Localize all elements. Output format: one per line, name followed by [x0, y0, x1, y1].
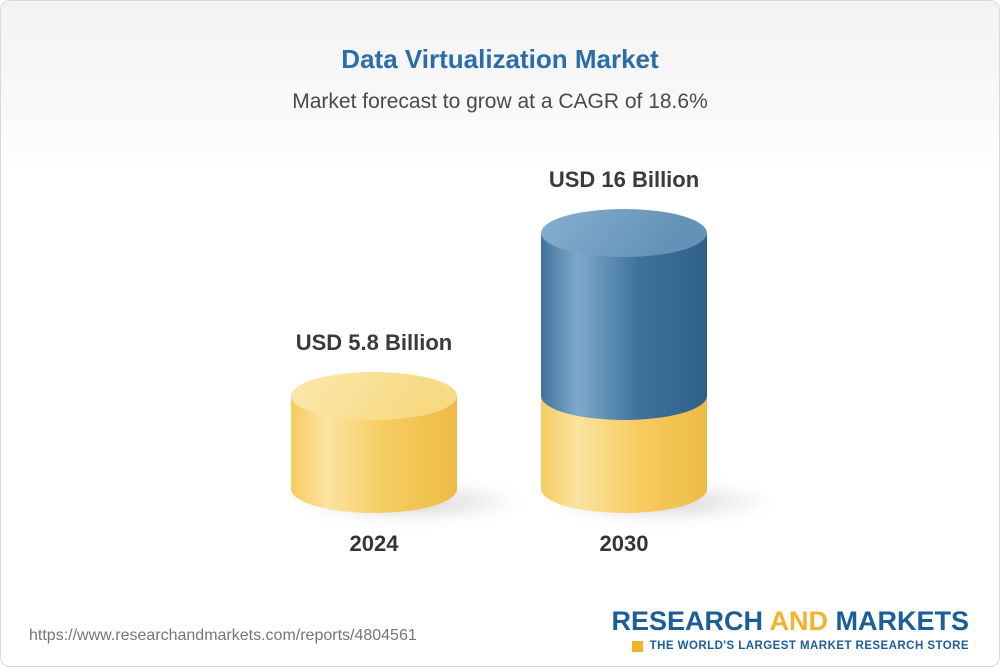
- bar-value-label: USD 16 Billion: [548, 167, 700, 192]
- logo-word-and: AND: [769, 606, 828, 636]
- bar-2024: USD 5.8 Billion 2024: [291, 1, 525, 666]
- bar-segment-blue: [541, 233, 707, 421]
- gold-square-icon: [631, 640, 643, 652]
- bar-top-ellipse: [291, 372, 457, 421]
- research-and-markets-logo: RESEARCH AND MARKETS THE WORLD'S LARGEST…: [611, 606, 969, 652]
- bar-2030: USD 16 Billion 2030: [541, 1, 775, 666]
- bar-year-label: 2030: [599, 531, 649, 556]
- report-url: https://www.researchandmarkets.com/repor…: [29, 627, 417, 644]
- logo-word-research: RESEARCH: [611, 606, 763, 636]
- logo-word-markets: MARKETS: [835, 606, 970, 636]
- logo-tagline-text: THE WORLD'S LARGEST MARKET RESEARCH STOR…: [649, 640, 969, 652]
- logo-wordmark: RESEARCH AND MARKETS: [611, 606, 969, 637]
- bar-year-label: 2024: [349, 531, 399, 556]
- logo-tagline: THE WORLD'S LARGEST MARKET RESEARCH STOR…: [611, 640, 969, 652]
- bar-value-label: USD 5.8 Billion: [295, 330, 453, 356]
- page-title: Data Virtualization Market: [341, 44, 659, 74]
- page-subtitle: Market forecast to grow at a CAGR of 18.…: [292, 90, 708, 113]
- bar-top-ellipse: [541, 209, 707, 257]
